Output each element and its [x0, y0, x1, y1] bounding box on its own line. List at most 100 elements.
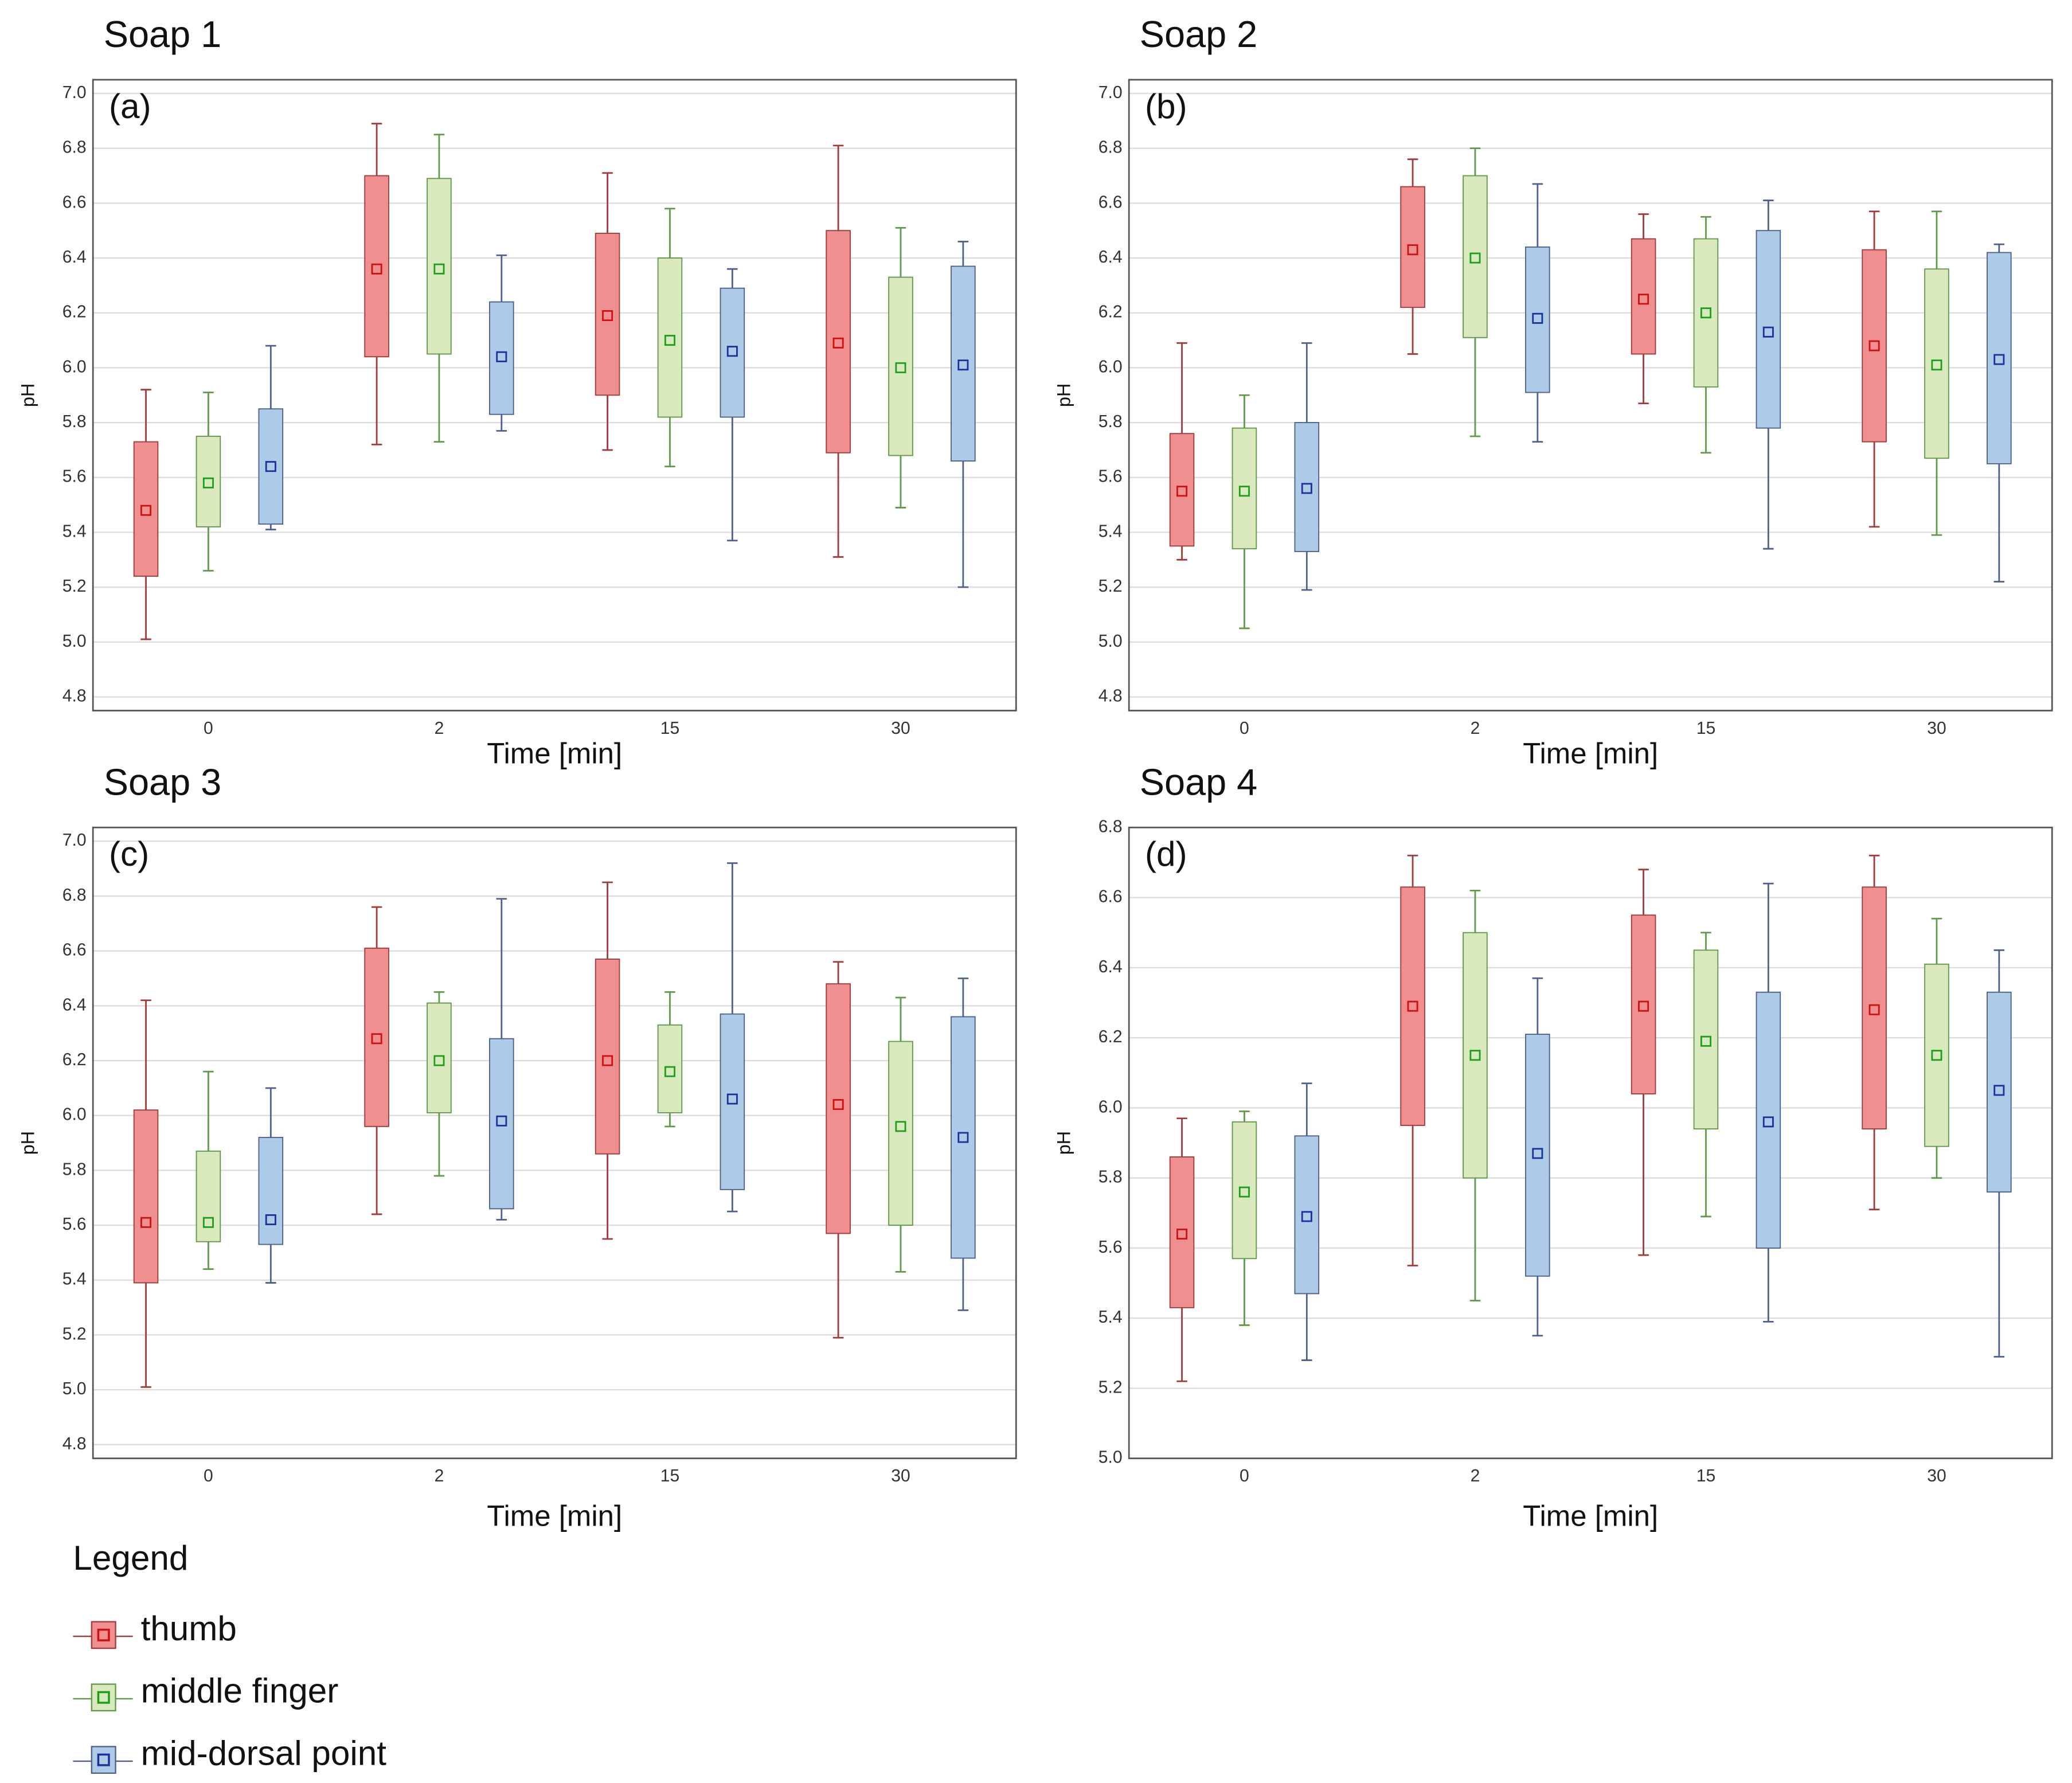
- mean-marker: [1176, 486, 1188, 497]
- y-tick-label: 5.4: [1098, 1308, 1123, 1327]
- plot-frame: [1128, 826, 2053, 1460]
- mean-marker: [895, 1121, 906, 1132]
- mean-marker: [726, 1093, 738, 1105]
- box: [1169, 1156, 1195, 1308]
- mean-marker: [433, 1055, 445, 1066]
- y-tick-label: 5.6: [62, 1215, 87, 1234]
- x-tick-label: 2: [435, 1467, 444, 1485]
- y-tick-label: 6.0: [62, 357, 87, 376]
- mean-marker: [1238, 486, 1250, 497]
- mean-marker: [371, 1033, 382, 1045]
- mean-marker: [1868, 340, 1880, 351]
- box: [1400, 186, 1425, 308]
- box: [1987, 991, 2012, 1193]
- box: [1232, 427, 1257, 550]
- y-tick-label: 5.8: [1098, 412, 1123, 431]
- mean-marker: [1700, 1035, 1711, 1047]
- x-tick-label: 0: [1240, 1467, 1249, 1485]
- mean-marker: [1993, 1085, 2005, 1096]
- box: [1756, 230, 1781, 429]
- y-tick-label: 6.2: [1098, 303, 1123, 322]
- y-tick-label: 6.8: [62, 886, 87, 905]
- y-tick-label: 5.8: [62, 1160, 87, 1179]
- mean-marker: [1868, 1004, 1880, 1015]
- x-tick-label: 15: [1696, 719, 1716, 738]
- y-tick-label: 5.6: [1098, 467, 1123, 486]
- box: [1525, 246, 1550, 393]
- x-tick-label: 30: [891, 719, 910, 738]
- mean-marker: [832, 337, 844, 349]
- y-tick-label: 5.0: [62, 1379, 87, 1398]
- box: [657, 1024, 683, 1113]
- y-tick-label: 6.2: [1098, 1027, 1123, 1046]
- mean-marker: [957, 1132, 969, 1143]
- legend-marker: [97, 1691, 110, 1704]
- box: [196, 436, 221, 527]
- y-tick-label: 5.4: [62, 1270, 87, 1289]
- box: [1693, 238, 1719, 388]
- box: [1525, 1034, 1550, 1277]
- panel-label: (a): [109, 87, 151, 126]
- mean-marker: [1931, 1050, 1942, 1061]
- panel-label: (c): [109, 834, 149, 873]
- box: [657, 257, 683, 418]
- mean-marker: [1993, 354, 2005, 365]
- mean-marker: [664, 1066, 675, 1077]
- y-tick-label: 6.8: [1098, 817, 1123, 836]
- mean-marker: [1469, 1050, 1481, 1061]
- y-tick-label: 6.6: [1098, 193, 1123, 212]
- x-tick-label: 15: [660, 719, 680, 738]
- mean-marker: [1176, 1228, 1188, 1240]
- y-tick-label: 6.4: [62, 995, 87, 1014]
- y-tick-label: 6.4: [1098, 957, 1123, 976]
- legend-label: mid-dorsal point: [141, 1734, 387, 1773]
- y-tick-label: 6.2: [62, 303, 87, 322]
- legend-marker: [97, 1753, 110, 1766]
- box: [427, 1002, 452, 1113]
- mean-marker: [895, 362, 906, 373]
- box: [133, 441, 159, 577]
- y-tick-label: 5.0: [1098, 1448, 1123, 1467]
- x-tick-label: 2: [1471, 1467, 1480, 1485]
- mean-marker: [496, 1115, 507, 1127]
- box: [258, 1137, 284, 1245]
- mean-marker: [664, 335, 675, 346]
- box: [951, 265, 976, 462]
- y-axis-label: pH: [18, 1131, 38, 1155]
- y-tick-label: 7.0: [62, 831, 87, 850]
- legend-swatch: [91, 1746, 116, 1774]
- mean-marker: [1407, 244, 1418, 256]
- mean-marker: [832, 1099, 844, 1111]
- mean-marker: [1700, 307, 1711, 319]
- panel-title: Soap 2: [1140, 13, 1258, 55]
- x-axis-label: Time [min]: [1523, 737, 1658, 770]
- box: [1693, 949, 1719, 1130]
- x-tick-label: 15: [660, 1467, 680, 1485]
- x-tick-label: 30: [891, 1467, 910, 1485]
- y-tick-label: 5.2: [62, 577, 87, 596]
- y-tick-label: 7.0: [1098, 83, 1123, 102]
- box: [1463, 932, 1488, 1179]
- mean-marker: [140, 505, 152, 516]
- mean-marker: [1638, 1000, 1649, 1012]
- x-axis-label: Time [min]: [487, 737, 622, 770]
- y-tick-label: 6.6: [62, 193, 87, 212]
- y-axis-label: pH: [1054, 384, 1074, 407]
- box: [1232, 1121, 1257, 1260]
- x-tick-label: 30: [1927, 1467, 1946, 1485]
- y-tick-label: 5.8: [62, 412, 87, 431]
- y-tick-label: 5.2: [1098, 577, 1123, 596]
- mean-marker: [140, 1217, 152, 1228]
- mean-marker: [1238, 1186, 1250, 1198]
- box: [595, 233, 620, 396]
- y-tick-label: 5.2: [1098, 1378, 1123, 1397]
- box: [1924, 268, 1949, 459]
- box: [1169, 433, 1195, 547]
- mean-marker: [602, 1055, 613, 1066]
- x-tick-label: 2: [1471, 719, 1480, 738]
- y-tick-label: 6.8: [1098, 138, 1123, 157]
- y-tick-label: 6.4: [1098, 248, 1123, 267]
- legend-swatch: [91, 1621, 116, 1649]
- y-tick-label: 7.0: [62, 83, 87, 102]
